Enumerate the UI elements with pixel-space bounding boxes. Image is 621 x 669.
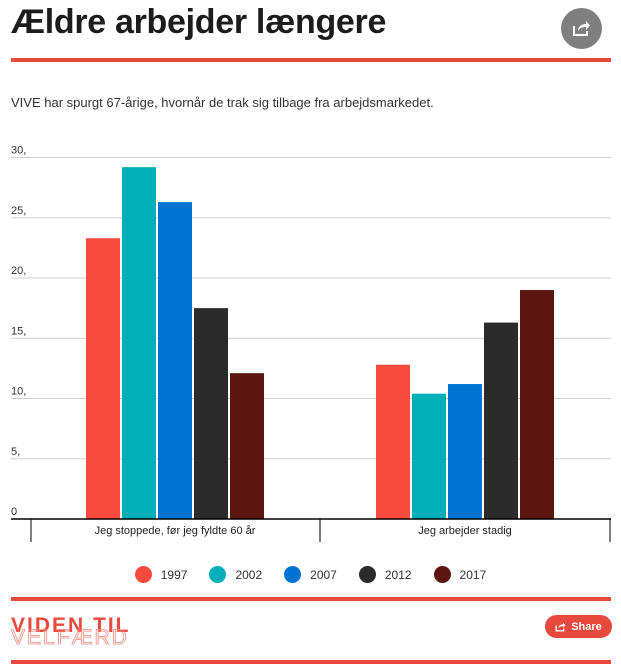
bar-2017-1	[520, 290, 554, 519]
legend-label-2007: 2007	[310, 568, 337, 582]
bar-1997-0	[86, 238, 120, 519]
legend-label-1997: 1997	[161, 568, 188, 582]
legend-label-2017: 2017	[460, 568, 487, 582]
bar-chart: 30, 25, 20, 15, 10, 5, 0 Jeg stoppede, før jeg …	[0, 140, 621, 550]
bar-2007-0	[158, 202, 192, 519]
share-button[interactable]: Share	[545, 615, 612, 638]
y-tick-label: 10,	[11, 386, 26, 398]
bar-2017-0	[230, 373, 264, 519]
bar-1997-1	[376, 365, 410, 519]
legend-item-2012[interactable]: 2012	[359, 566, 412, 583]
legend-swatch-2002	[209, 566, 226, 583]
bar-2002-0	[122, 167, 156, 519]
legend-item-1997[interactable]: 1997	[135, 566, 188, 583]
footer-divider-bottom	[11, 660, 611, 664]
chart-subtitle: VIVE har spurgt 67-årige, hvornår de tra…	[11, 95, 434, 110]
bar-2012-0	[194, 308, 228, 519]
vive-logo: VIDEN TIL VELFÆRD	[11, 612, 161, 648]
legend-item-2007[interactable]: 2007	[284, 566, 337, 583]
share-circle-button[interactable]	[561, 8, 602, 49]
legend-item-2002[interactable]: 2002	[209, 566, 262, 583]
legend-swatch-2012	[359, 566, 376, 583]
y-tick-label: 20,	[11, 265, 26, 277]
bar-2012-1	[484, 323, 518, 519]
share-button-label: Share	[571, 621, 602, 633]
bar-2002-1	[412, 394, 446, 519]
y-tick-label: 15,	[11, 325, 26, 337]
legend-swatch-2017	[434, 566, 451, 583]
x-category-label: Jeg arbejder stadig	[418, 525, 512, 537]
y-tick-label: 25,	[11, 205, 26, 217]
chart-legend: 1997 2002 2007 2012 2017	[0, 566, 621, 583]
legend-label-2012: 2012	[385, 568, 412, 582]
x-category-label: Jeg stoppede, før jeg fyldte 60 år	[95, 525, 256, 537]
share-icon	[555, 622, 566, 632]
y-tick-label: 0	[11, 506, 17, 518]
page-title: Ældre arbejder længere	[11, 2, 386, 42]
share-icon	[572, 20, 591, 37]
legend-swatch-1997	[135, 566, 152, 583]
footer-divider-top	[11, 597, 611, 601]
legend-swatch-2007	[284, 566, 301, 583]
logo-text-bottom: VELFÆRD	[11, 626, 129, 648]
y-tick-label: 5,	[11, 446, 20, 458]
y-tick-label: 30,	[11, 145, 26, 157]
legend-item-2017[interactable]: 2017	[434, 566, 487, 583]
legend-label-2002: 2002	[235, 568, 262, 582]
top-divider	[11, 58, 611, 62]
bar-2007-1	[448, 384, 482, 519]
